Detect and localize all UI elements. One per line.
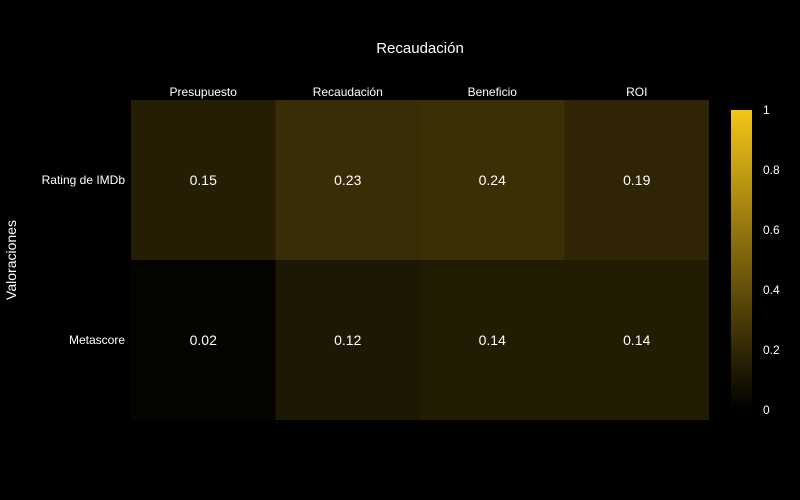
x-tick-label: ROI	[626, 85, 647, 99]
chart-title: Recaudación	[376, 40, 464, 57]
cell-value-label: 0.12	[334, 332, 361, 348]
cell-value-label: 0.24	[479, 172, 506, 188]
heatmap-cell	[420, 100, 565, 260]
colorbar-tick-label: 0.8	[763, 163, 780, 177]
heatmap-cell	[564, 260, 709, 420]
cell-value-label: 0.14	[479, 332, 506, 348]
y-tick-label: Rating de IMDb	[42, 173, 126, 187]
colorbar-ticks: 0 0.2 0.4 0.6 0.8 1	[763, 103, 780, 417]
x-tick-labels: Presupuesto Recaudación Beneficio ROI	[170, 85, 648, 99]
heatmap-cell	[564, 100, 709, 260]
x-tick-label: Beneficio	[468, 85, 518, 99]
colorbar	[731, 110, 752, 410]
heatmap-cell	[131, 260, 276, 420]
colorbar-tick-label: 0.6	[763, 223, 780, 237]
y-axis-title: Valoraciones	[3, 220, 19, 300]
colorbar-tick-label: 0	[763, 403, 770, 417]
cell-value-label: 0.02	[190, 332, 217, 348]
x-tick-label: Recaudación	[313, 85, 383, 99]
cell-value-label: 0.19	[623, 172, 650, 188]
heatmap-cell	[420, 260, 565, 420]
cell-value-label: 0.14	[623, 332, 650, 348]
y-tick-labels: Rating de IMDb Metascore	[42, 173, 126, 347]
heatmap-cell	[131, 100, 276, 260]
x-tick-label: Presupuesto	[170, 85, 238, 99]
y-tick-label: Metascore	[69, 333, 125, 347]
cell-value-label: 0.23	[334, 172, 361, 188]
colorbar-tick-label: 1	[763, 103, 770, 117]
cell-value-label: 0.15	[190, 172, 217, 188]
heatmap-cell	[275, 260, 420, 420]
heatmap-cell	[275, 100, 420, 260]
heatmap-cells: 0.15 0.23 0.24 0.19 0.02 0.12 0.14 0.14	[131, 100, 709, 420]
colorbar-tick-label: 0.2	[763, 343, 780, 357]
colorbar-tick-label: 0.4	[763, 283, 780, 297]
